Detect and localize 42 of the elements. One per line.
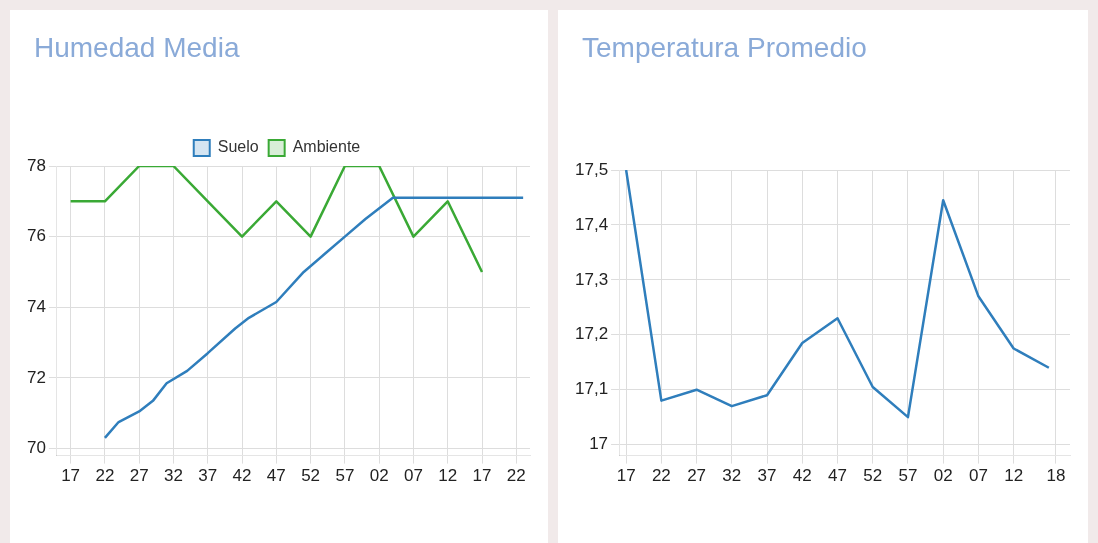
x-tick-label: 57 <box>335 466 355 486</box>
x-tick-label: 07 <box>403 466 423 486</box>
x-tick-label: 17 <box>472 466 492 486</box>
x-tick-label: 37 <box>198 466 218 486</box>
x-tick-label: 32 <box>722 466 742 486</box>
x-tick-label: 47 <box>266 466 286 486</box>
y-tick-label: 74 <box>26 296 46 316</box>
x-tick-label: 12 <box>1004 466 1024 486</box>
y-tick-label: 70 <box>26 438 46 458</box>
x-tick-label: 52 <box>301 466 321 486</box>
x-tick-label: 52 <box>863 466 883 486</box>
x-tick-label: 32 <box>164 466 183 486</box>
x-tick-label: 07 <box>968 466 988 486</box>
x-tick-label: 42 <box>232 466 252 486</box>
y-tick-label: 72 <box>26 367 46 387</box>
x-tick-label: 47 <box>828 466 847 486</box>
x-tick-label: 42 <box>792 466 812 486</box>
y-tick-label: 17,1 <box>574 379 609 399</box>
y-tick-label: 76 <box>26 226 46 246</box>
x-tick-label: 27 <box>129 466 149 486</box>
chart-title: Humedad Media <box>34 32 240 64</box>
y-tick-label: 17,3 <box>574 269 609 289</box>
x-tick-label: 17 <box>61 466 81 486</box>
y-tick-label: 17,4 <box>574 214 609 234</box>
x-tick-label: 12 <box>438 466 458 486</box>
x-tick-label: 02 <box>933 466 953 486</box>
x-tick-label: 17 <box>616 466 636 486</box>
x-tick-label: 22 <box>95 466 115 486</box>
x-tick-label: 18 <box>1046 466 1066 486</box>
x-tick-label: 37 <box>757 466 777 486</box>
legend-label: Ambiente <box>292 138 361 156</box>
legend-label: Suelo <box>217 138 259 156</box>
x-tick-label: 22 <box>651 466 671 486</box>
x-tick-label: 57 <box>898 466 918 486</box>
x-tick-label: 02 <box>369 466 389 486</box>
y-tick-label: 17,2 <box>574 324 609 344</box>
y-tick-label: 17,5 <box>574 159 609 179</box>
y-tick-label: 17 <box>589 434 609 454</box>
y-tick-label: 78 <box>26 155 46 175</box>
chart-title: Temperatura Promedio <box>582 32 867 64</box>
x-tick-label: 22 <box>506 466 526 486</box>
x-tick-label: 27 <box>687 466 707 486</box>
